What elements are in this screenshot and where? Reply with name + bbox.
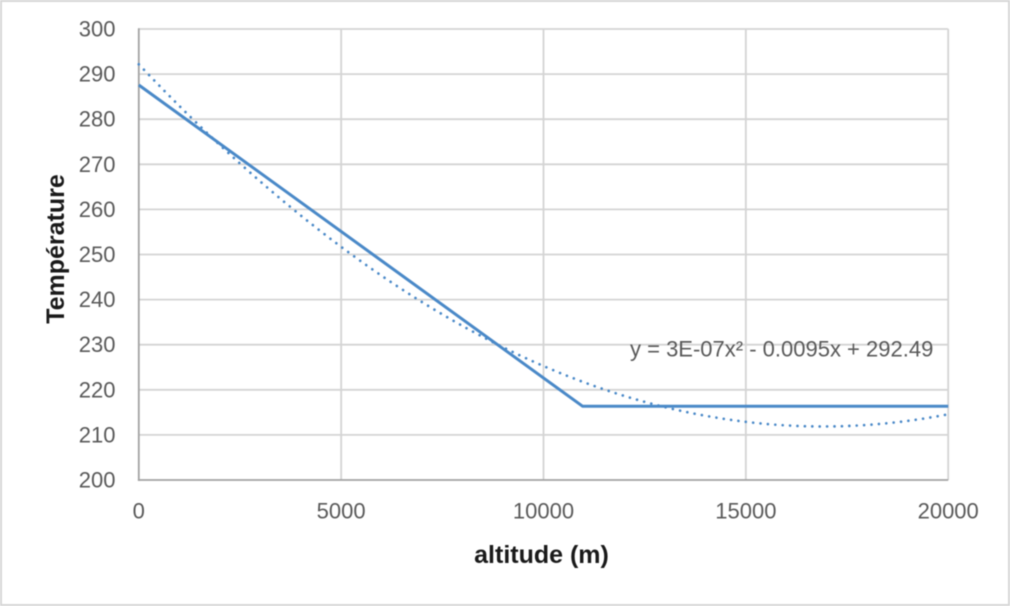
svg-text:20000: 20000 — [918, 499, 979, 524]
svg-text:250: 250 — [79, 242, 116, 267]
svg-text:230: 230 — [79, 332, 116, 357]
svg-text:10000: 10000 — [513, 499, 574, 524]
svg-text:15000: 15000 — [715, 499, 776, 524]
svg-text:5000: 5000 — [317, 499, 366, 524]
svg-text:300: 300 — [79, 17, 116, 42]
svg-text:Température: Température — [42, 174, 70, 324]
svg-text:altitude (m): altitude (m) — [474, 541, 609, 569]
svg-text:y = 3E-07x² - 0.0095x + 292.49: y = 3E-07x² - 0.0095x + 292.49 — [630, 337, 933, 362]
svg-text:290: 290 — [79, 62, 116, 87]
svg-text:200: 200 — [79, 468, 116, 493]
svg-text:0: 0 — [133, 499, 145, 524]
svg-text:270: 270 — [79, 152, 116, 177]
svg-text:240: 240 — [79, 287, 116, 312]
svg-text:260: 260 — [79, 197, 116, 222]
svg-text:280: 280 — [79, 107, 116, 132]
svg-text:220: 220 — [79, 377, 116, 402]
svg-text:210: 210 — [79, 422, 116, 447]
